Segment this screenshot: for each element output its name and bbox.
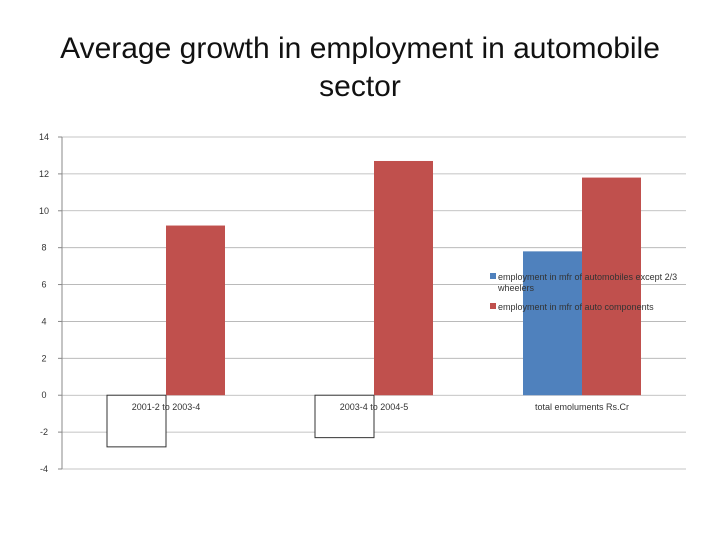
y-tick-label: 12 <box>39 169 49 179</box>
legend-label: employment in mfr of auto components <box>498 302 654 312</box>
legend-label-line: employment in mfr of automobiles except … <box>498 272 677 282</box>
legend-label-line: employment in mfr of auto components <box>498 302 654 312</box>
y-tick-label: 10 <box>39 206 49 216</box>
category-label: 2003-4 to 2004-5 <box>340 402 409 412</box>
y-tick-label: 4 <box>41 316 46 326</box>
y-tick-label: 2 <box>41 353 46 363</box>
slide-title: Average growth in employment in automobi… <box>40 30 680 106</box>
legend-label-line: wheelers <box>497 283 535 293</box>
bar-1-3 <box>523 251 582 396</box>
bar-1-2 <box>314 394 375 439</box>
slide-title-line1: Average growth in employment in automobi… <box>60 32 660 65</box>
bar-2-1 <box>166 225 225 396</box>
y-tick-label: -2 <box>40 427 48 437</box>
y-tick-label: 0 <box>41 390 46 400</box>
legend-swatch <box>490 273 496 279</box>
y-tick-label: 6 <box>41 280 46 290</box>
bar-2-2 <box>374 160 433 396</box>
y-tick-label: 8 <box>41 243 46 253</box>
category-label: total emoluments Rs.Cr <box>535 402 629 412</box>
slide-title-line2: sector <box>319 70 401 103</box>
legend-label: employment in mfr of automobiles except … <box>497 272 677 293</box>
bar-2-3 <box>582 177 641 396</box>
legend: employment in mfr of automobiles except … <box>490 272 677 312</box>
y-tick-label: -4 <box>40 464 48 474</box>
bar-1-1 <box>106 394 167 448</box>
category-labels: 2001-2 to 2003-4 2003-4 to 2004-5 total em… <box>132 402 629 412</box>
bars <box>106 160 641 448</box>
legend-swatch <box>490 303 496 309</box>
category-label: 2001-2 to 2003-4 <box>132 402 201 412</box>
y-tick-label: 14 <box>39 132 49 142</box>
y-axis: -4 -2 0 2 4 6 8 10 12 14 <box>39 132 63 474</box>
